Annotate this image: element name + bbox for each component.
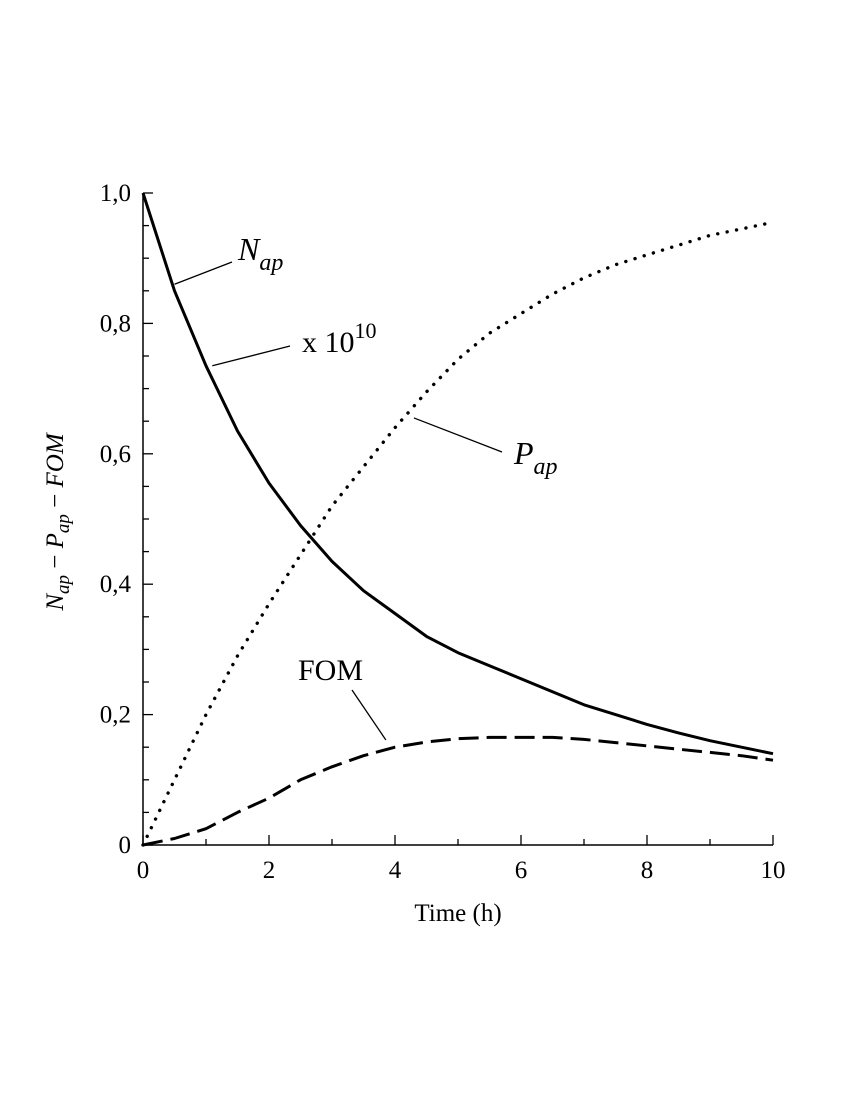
annotation-fom: FOM <box>298 654 363 687</box>
y-title-n: N <box>42 593 69 612</box>
y-title-p: P <box>42 533 69 549</box>
x-tick-label: 6 <box>515 857 528 884</box>
series-layer <box>141 192 775 847</box>
y-tick-label: 0,6 <box>100 441 131 468</box>
annotation-leader-pap <box>413 417 503 453</box>
x-tick-label: 2 <box>263 857 276 884</box>
annotation-pap-sub: ap <box>534 454 558 480</box>
y-tick-label: 1,0 <box>100 180 131 207</box>
y-title-p-sub: ap <box>53 514 74 533</box>
annotation-scale: x 1010 <box>302 318 377 359</box>
y-title-fom: FOM <box>42 432 69 488</box>
y-axis-title: Nap − Pap − FOM <box>42 432 74 612</box>
x-tick-label: 0 <box>137 857 150 884</box>
y-title-sep2: − <box>42 487 69 514</box>
x-ticks: 0 2 4 6 8 10 <box>137 835 786 884</box>
y-title-n-sub: ap <box>53 575 74 594</box>
y-ticks: 0 0,2 0,4 0,6 0,8 1,0 <box>100 180 153 859</box>
series-line-pap <box>141 220 775 847</box>
annotation-scale-main: x 10 <box>302 326 355 359</box>
x-tick-label: 4 <box>389 857 402 884</box>
y-tick-label: 0,8 <box>100 310 131 337</box>
x-axis-title: Time (h) <box>414 900 501 927</box>
x-tick-label: 10 <box>761 857 786 884</box>
annotation-pap: Pap <box>513 435 558 480</box>
y-tick-label: 0,4 <box>100 571 132 598</box>
annotation-nap-sub: ap <box>259 250 283 276</box>
annotation-pap-main: P <box>513 435 534 471</box>
y-title-sep1: − <box>42 548 69 575</box>
axes: 0 2 4 6 8 10 0 0,2 0,4 0,6 0,8 1,0 <box>100 180 786 884</box>
annotation-nap-main: N <box>237 231 261 267</box>
annotation-leader-nap <box>174 261 233 285</box>
y-tick-label: 0,2 <box>100 702 131 729</box>
series-line-fom <box>142 735 774 847</box>
annotation-nap: Nap <box>237 231 283 276</box>
y-tick-label: 0 <box>119 832 132 859</box>
annotation-scale-exp: 10 <box>355 318 377 343</box>
annotation-leader-fom <box>351 689 387 741</box>
series-line-nap <box>141 192 774 756</box>
annotations: Nap x 1010 Pap FOM <box>174 231 558 741</box>
x-tick-label: 8 <box>641 857 654 884</box>
annotation-leader-scale <box>212 345 291 367</box>
